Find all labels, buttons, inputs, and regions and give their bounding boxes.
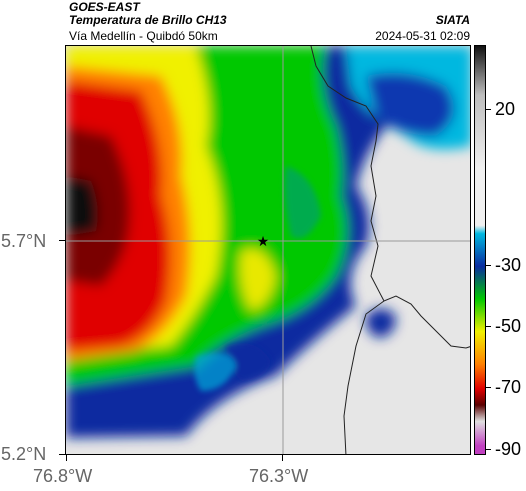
colorbar-label: -50 xyxy=(495,316,522,336)
lon-tick xyxy=(282,455,283,461)
lat-label: 5.2°N xyxy=(1,444,47,464)
lon-label: 76.3°W xyxy=(249,466,309,486)
region-subtitle: Vía Medellín - Quibdó 50km xyxy=(69,29,218,43)
lat-tick xyxy=(59,240,65,241)
colorbar-tick xyxy=(486,265,491,266)
yellow-patch xyxy=(239,248,276,311)
product-title: Temperatura de Brillo CH13 xyxy=(69,13,227,27)
colorbar-label: -70 xyxy=(495,377,522,397)
colorbar-tick xyxy=(486,387,491,388)
coastline-border xyxy=(310,46,470,454)
satellite-title: GOES-EAST xyxy=(69,0,140,14)
colorbar-label: -30 xyxy=(495,255,522,275)
lon-tick xyxy=(66,455,67,461)
organization-label: SIATA xyxy=(435,13,470,27)
lat-label: 5.7°N xyxy=(1,231,47,251)
timestamp-label: 2024-05-31 02:09 xyxy=(375,29,470,43)
blue-patch xyxy=(365,308,396,338)
colorbar-label: -90 xyxy=(495,439,522,459)
cyan-south-streak xyxy=(194,352,236,391)
brightness-temperature-map[interactable]: ★ xyxy=(65,45,471,455)
lon-label: 76.8°W xyxy=(33,466,93,486)
blue-south-streak xyxy=(226,343,271,381)
colorbar-label: 20 xyxy=(495,99,516,119)
field-texture xyxy=(194,166,321,391)
colorbar-tick xyxy=(486,109,491,110)
lat-tick xyxy=(59,454,65,455)
temperature-field xyxy=(66,46,470,438)
colorbar-tick xyxy=(486,449,491,450)
location-star-marker[interactable]: ★ xyxy=(257,234,270,250)
green-blue-edge xyxy=(284,166,321,239)
blue-region-north xyxy=(366,72,454,136)
colorbar xyxy=(474,45,486,455)
black-core xyxy=(66,176,98,236)
dark-red-region xyxy=(66,126,130,286)
colorbar-tick xyxy=(486,326,491,327)
map-svg: ★ xyxy=(66,46,470,454)
